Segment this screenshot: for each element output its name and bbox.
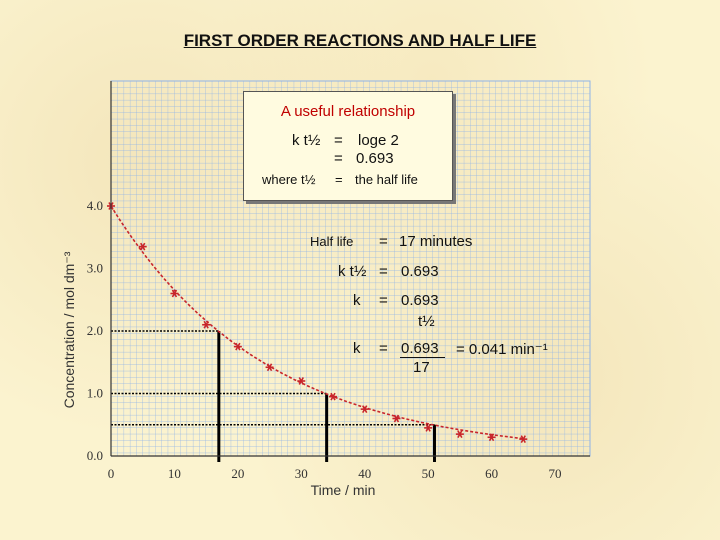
y-tick-labels: 0.0 1.0 2.0 3.0 4.0 — [87, 198, 103, 463]
y-axis-label: Concentration / mol dm⁻³ — [61, 251, 77, 408]
x-axis-label: Time / min — [311, 482, 376, 498]
data-point — [392, 414, 401, 423]
data-point — [455, 430, 464, 438]
useful-relationship-box: A useful relationship k t½ = loge 2 = 0.… — [243, 91, 453, 201]
relationship-heading: A useful relationship — [280, 103, 416, 120]
eq-sign-3: = — [335, 172, 343, 187]
page-title: FIRST ORDER REACTIONS AND HALF LIFE — [183, 31, 537, 50]
kt-value: 0.693 — [401, 263, 439, 280]
data-points — [107, 202, 528, 443]
data-point — [202, 320, 211, 329]
kt-eq: = — [379, 263, 388, 280]
data-point — [487, 433, 496, 442]
x-tick-label: 10 — [168, 466, 181, 481]
k2-label: k — [353, 340, 361, 357]
x-tick-label: 40 — [358, 466, 371, 481]
data-point — [329, 392, 337, 401]
x-tick-label: 50 — [422, 466, 435, 481]
y-tick-label: 4.0 — [87, 198, 103, 213]
x-tick-labels: 0 10 20 30 40 50 60 70 — [108, 466, 562, 481]
data-point — [233, 342, 242, 351]
y-tick-label: 3.0 — [87, 261, 103, 276]
eq-sign-1: = — [334, 132, 343, 149]
k1-denominator: t½ — [418, 313, 435, 330]
eq-sign-2: = — [334, 150, 343, 167]
y-tick-label: 2.0 — [87, 323, 103, 338]
data-point — [170, 289, 179, 298]
x-tick-label: 60 — [485, 466, 498, 481]
half-life-eq: = — [379, 233, 388, 250]
where-t-half: where t½ — [262, 172, 316, 187]
half-life-label: Half life — [310, 234, 354, 249]
data-point — [519, 435, 528, 443]
k2-numerator: 0.693 — [401, 340, 439, 357]
half-life-definition: the half life — [355, 172, 418, 187]
data-point — [360, 405, 369, 413]
k2-eq: = — [379, 340, 388, 357]
plot-grid — [110, 80, 591, 457]
data-point — [138, 242, 147, 251]
half-life-value: 17 minutes — [399, 233, 473, 250]
kt-half-label: k t½ — [292, 132, 321, 149]
k2-result: = 0.041 min⁻¹ — [456, 341, 548, 358]
y-tick-label: 0.0 — [87, 448, 103, 463]
k1-label: k — [353, 292, 361, 309]
k2-denominator: 17 — [413, 359, 430, 376]
k1-eq: = — [379, 292, 388, 309]
data-point — [297, 377, 306, 385]
x-tick-label: 20 — [231, 466, 244, 481]
x-tick-label: 30 — [295, 466, 308, 481]
kt-label: k t½ — [338, 263, 367, 280]
x-tick-label: 70 — [549, 466, 562, 481]
y-tick-label: 1.0 — [87, 386, 103, 401]
loge2-text: loge 2 — [358, 132, 399, 149]
decay-curve — [110, 205, 524, 440]
k1-numerator: 0.693 — [401, 292, 439, 309]
data-point — [265, 363, 274, 372]
data-point — [424, 424, 433, 432]
constant-0693: 0.693 — [356, 150, 394, 167]
axes — [110, 81, 590, 457]
x-tick-label: 0 — [108, 466, 115, 481]
k2-fraction-bar — [400, 357, 445, 358]
